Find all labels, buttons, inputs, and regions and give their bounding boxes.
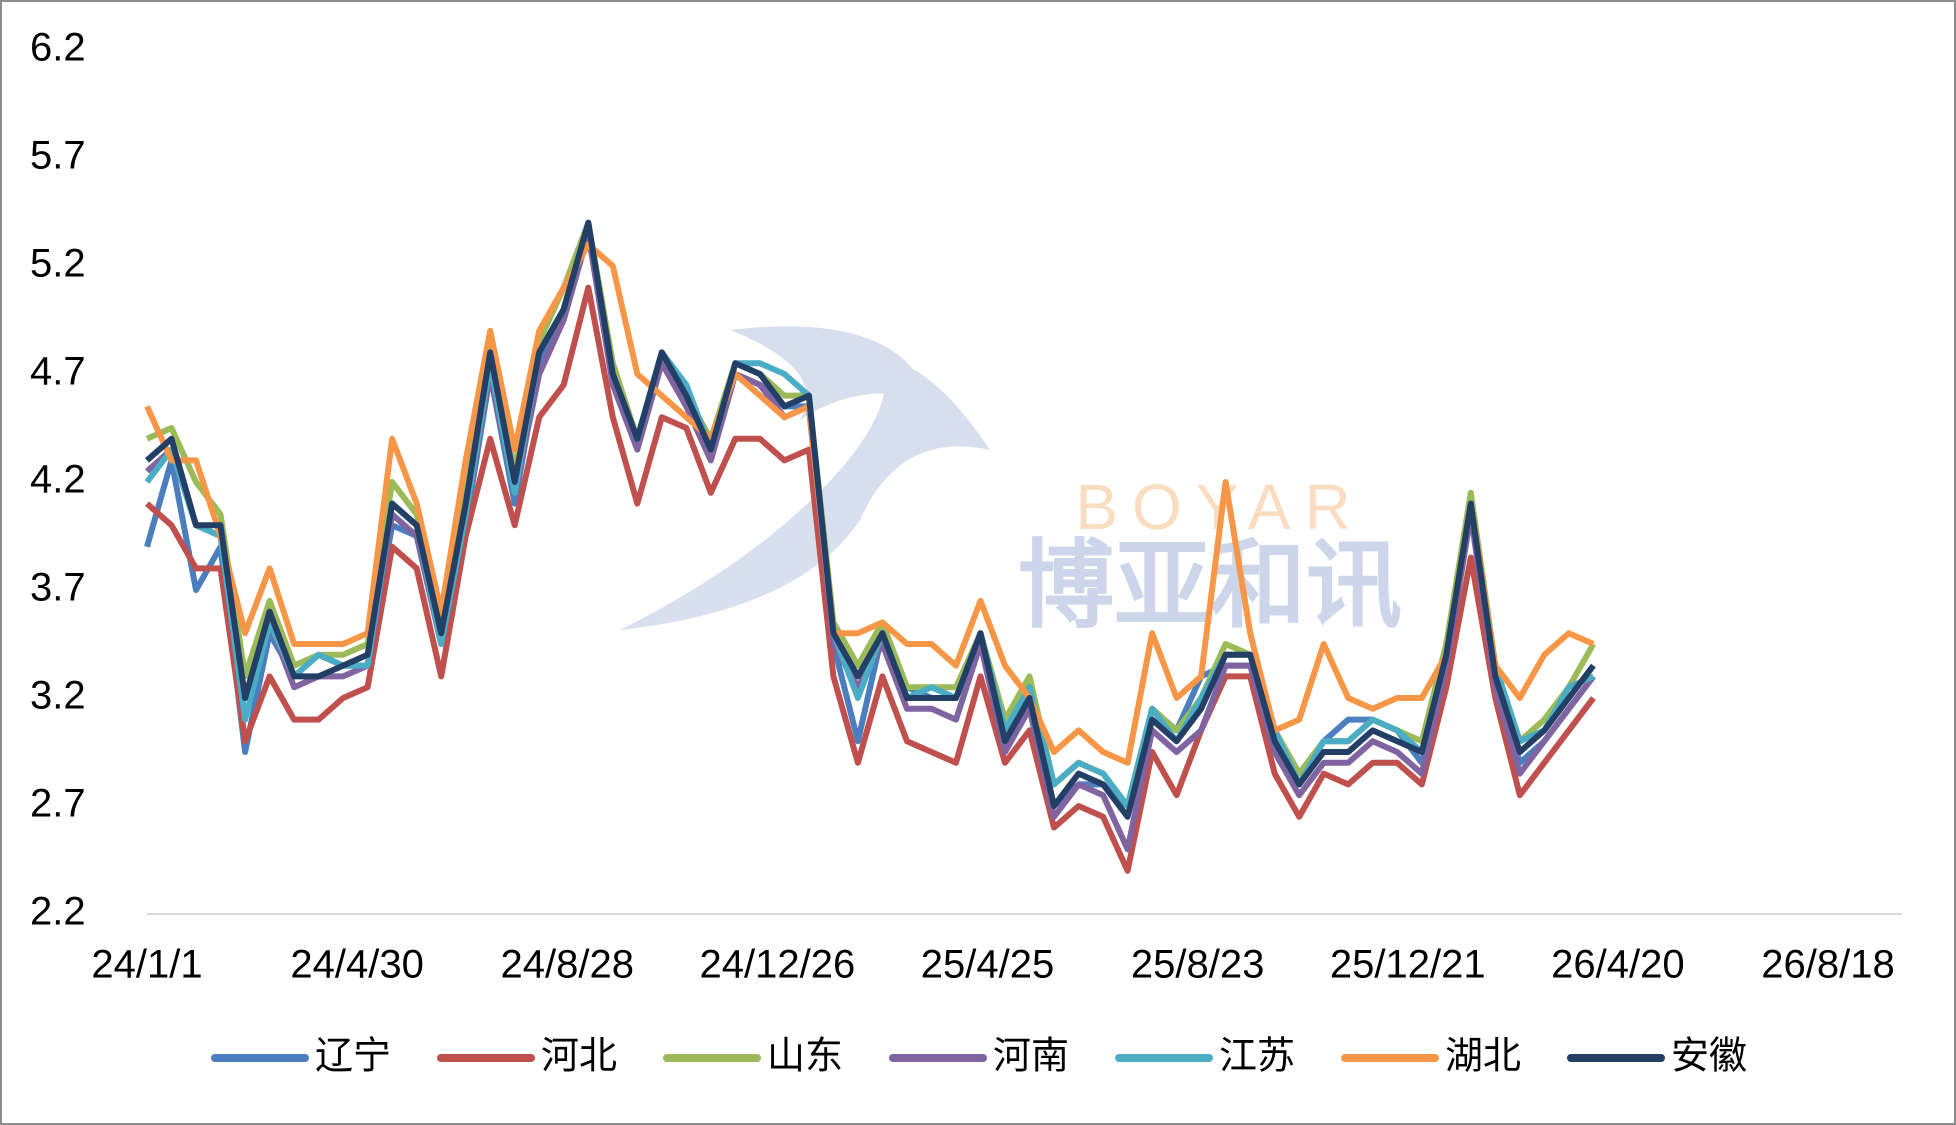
watermark [620,326,990,630]
x-tick-label: 25/8/23 [1131,943,1264,987]
y-tick-label: 2.2 [30,890,86,934]
y-tick-label: 4.7 [30,350,86,394]
y-tick-label: 6.2 [30,26,86,70]
x-tick-label: 24/12/26 [700,943,856,987]
series-line [144,241,1595,766]
watermark-logo [620,360,990,630]
series-line [145,284,1596,874]
y-tick-label: 3.2 [30,674,86,718]
x-tick-label: 25/4/25 [921,943,1054,987]
x-tick-label: 25/12/21 [1330,943,1486,987]
y-tick-label: 5.7 [30,134,86,178]
y-tick-label: 5.2 [30,242,86,286]
x-tick-label: 24/1/1 [91,943,202,987]
watermark-logo [730,326,930,420]
legend-label: 江苏 [1219,1034,1295,1078]
y-tick-label: 4.2 [30,458,86,502]
legend-label: 湖北 [1445,1034,1521,1078]
watermark-text: BOYAR [1075,471,1364,543]
y-tick-label: 3.7 [30,566,86,610]
x-tick-label: 24/4/30 [290,943,423,987]
legend-label: 辽宁 [315,1034,391,1078]
legend-label: 河南 [993,1034,1069,1078]
legend-label: 山东 [767,1034,843,1078]
legend-label: 安徽 [1671,1034,1747,1078]
legend-label: 河北 [541,1034,617,1078]
y-tick-label: 2.7 [30,782,86,826]
x-tick-label: 26/4/20 [1551,943,1684,987]
x-tick-label: 24/8/28 [501,943,634,987]
series-line [145,219,1596,820]
x-tick-label: 26/8/18 [1761,943,1894,987]
